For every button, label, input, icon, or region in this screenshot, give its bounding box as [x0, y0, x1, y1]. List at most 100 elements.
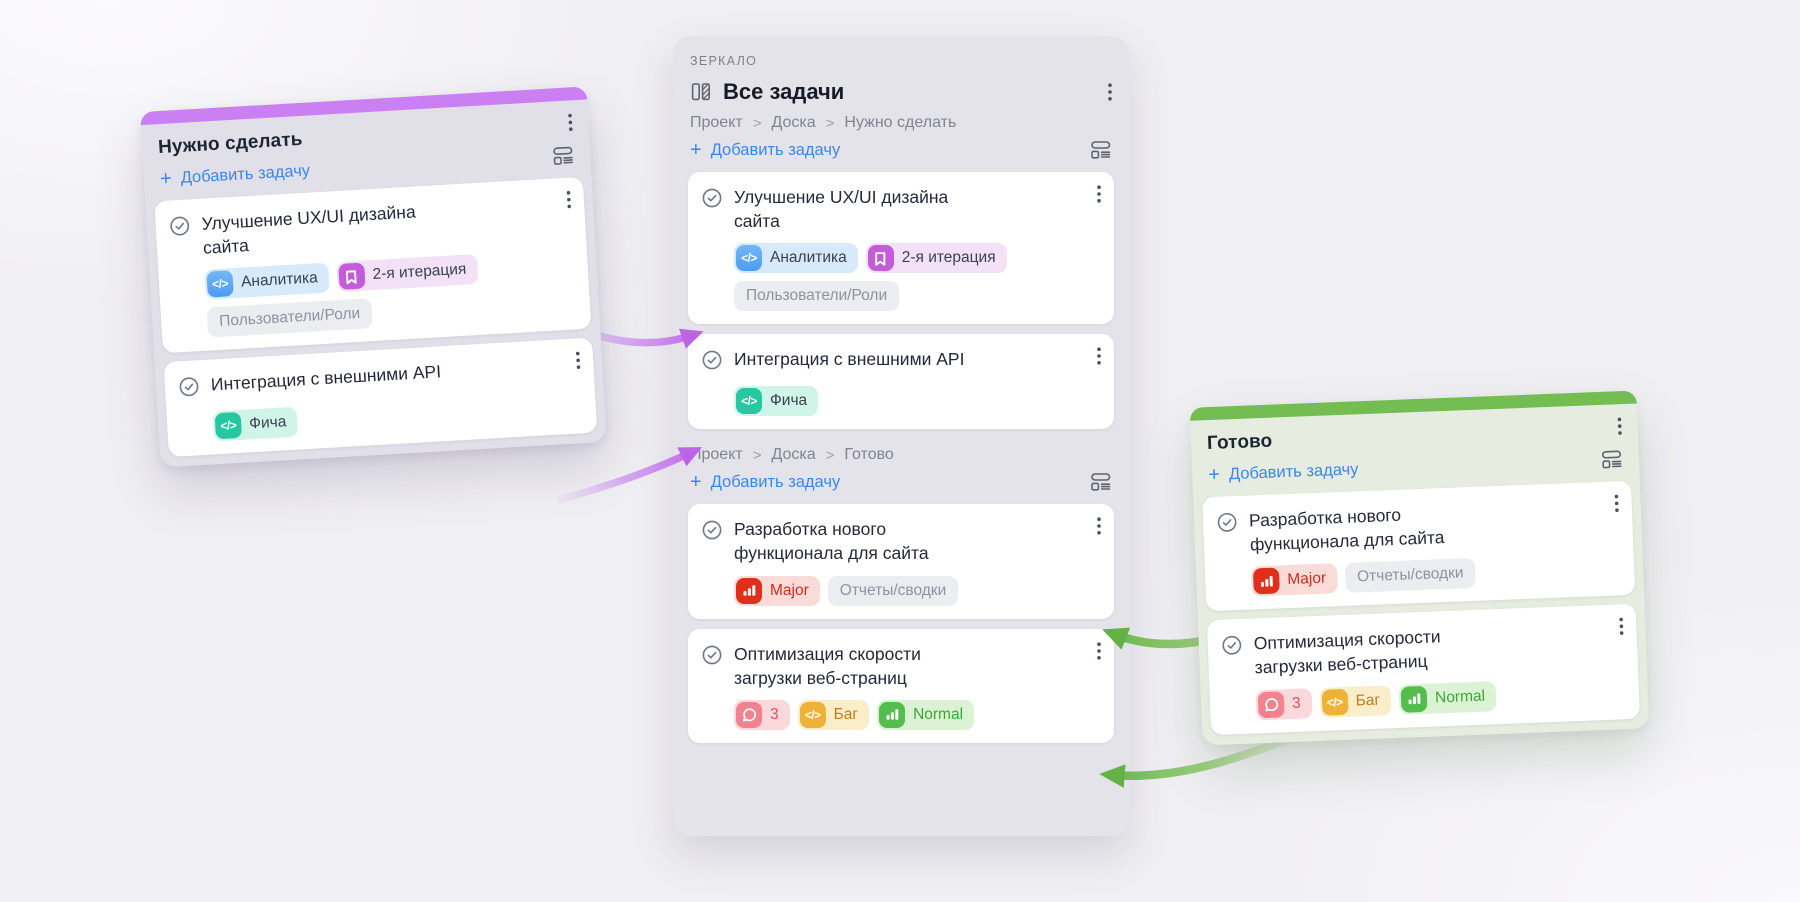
- check-icon[interactable]: [168, 214, 192, 242]
- more-icon[interactable]: [1108, 83, 1112, 101]
- code-icon: </>: [1321, 688, 1349, 716]
- plus-icon: +: [690, 471, 702, 494]
- breadcrumb-project[interactable]: Проект: [690, 446, 743, 464]
- code-icon: </>: [736, 245, 762, 272]
- tag-priority-major: Major: [1250, 563, 1338, 597]
- breadcrumb-project[interactable]: Проект: [690, 114, 743, 131]
- tag-bug: </> Баг: [1319, 684, 1392, 718]
- bookmark-icon: [337, 262, 366, 291]
- task-title: Улучшение UX/UI дизайна сайта: [734, 187, 949, 232]
- column-done-title: Готово: [1206, 430, 1273, 455]
- task-card[interactable]: Разработка нового функционала для сайта …: [688, 504, 1114, 619]
- breadcrumb-board[interactable]: Доска: [771, 114, 816, 131]
- check-icon[interactable]: [177, 375, 201, 403]
- task-card[interactable]: Разработка нового функционала для сайта …: [1202, 480, 1636, 612]
- tag-bug: </> Баг: [797, 699, 870, 730]
- task-title: Разработка нового функционала для сайта: [1248, 504, 1445, 555]
- check-icon[interactable]: [1216, 511, 1239, 539]
- task-title: Оптимизация скорости загрузки веб-страни…: [734, 643, 921, 688]
- add-task-button[interactable]: + Добавить задачу: [159, 160, 311, 191]
- chevron-right-icon: >: [825, 446, 835, 464]
- code-icon: </>: [799, 701, 826, 728]
- tag-iteration: 2-я итерация: [335, 254, 479, 293]
- task-card[interactable]: Улучшение UX/UI дизайна сайта </> Аналити…: [154, 176, 592, 354]
- code-icon: </>: [206, 270, 234, 298]
- task-card[interactable]: Интеграция с внешними API </> Фича: [163, 337, 598, 458]
- bars-icon: [736, 577, 762, 604]
- more-icon[interactable]: [1097, 641, 1101, 660]
- task-title: Интеграция с внешними API: [734, 349, 965, 370]
- column-done: Готово + Добавить задачу Разработка новог…: [1189, 390, 1650, 746]
- more-icon[interactable]: [1097, 185, 1101, 203]
- more-icon[interactable]: [1097, 347, 1101, 365]
- dense-view-icon[interactable]: [1601, 448, 1624, 471]
- bars-icon: [1252, 567, 1280, 595]
- column-todo: Нужно сделать + Добавить задачу Улучшение…: [140, 86, 607, 468]
- check-icon[interactable]: [701, 644, 723, 671]
- tag-feature: </> Фича: [734, 386, 819, 417]
- add-task-button[interactable]: + Добавить задачу: [690, 139, 841, 161]
- more-icon[interactable]: [1614, 494, 1619, 513]
- breadcrumb: Проект > Доска > Нужно сделать: [690, 114, 1112, 132]
- task-title: Интеграция с внешними API: [210, 361, 442, 395]
- green-arrow-bottom: [1099, 733, 1295, 788]
- dense-view-icon[interactable]: [1090, 471, 1112, 493]
- tag-iteration: 2-я итерация: [865, 243, 1007, 274]
- dense-view-icon[interactable]: [1090, 139, 1112, 161]
- mirror-icon: [690, 81, 712, 103]
- breadcrumb-column[interactable]: Нужно сделать: [844, 114, 957, 131]
- more-icon[interactable]: [575, 351, 581, 370]
- tag-feature: </> Фича: [212, 406, 299, 442]
- breadcrumb-column[interactable]: Готово: [844, 446, 894, 464]
- tag-priority-normal: Normal: [877, 699, 975, 730]
- add-task-button[interactable]: + Добавить задачу: [690, 471, 841, 494]
- more-icon[interactable]: [566, 190, 572, 209]
- task-title: Разработка нового функционала для сайта: [734, 519, 929, 564]
- bars-icon: [879, 701, 906, 728]
- tag-priority-major: Major: [734, 575, 820, 606]
- tag-reports: Отчеты/сводки: [1344, 558, 1477, 594]
- plus-icon: +: [1207, 463, 1221, 487]
- chat-icon: [1257, 690, 1285, 718]
- check-icon[interactable]: [701, 187, 723, 214]
- code-icon: </>: [214, 412, 243, 440]
- plus-icon: +: [159, 167, 173, 191]
- check-icon[interactable]: [1220, 634, 1243, 662]
- tag-reports: Отчеты/сводки: [827, 575, 959, 606]
- dense-view-icon[interactable]: [552, 144, 575, 167]
- tag-users-roles: Пользователи/Роли: [734, 281, 900, 312]
- check-icon[interactable]: [701, 519, 723, 546]
- add-task-button[interactable]: + Добавить задачу: [1207, 459, 1359, 487]
- mirror-title: Все задачи: [723, 79, 845, 104]
- check-icon[interactable]: [701, 349, 723, 376]
- task-card[interactable]: Оптимизация скорости загрузки веб-страни…: [688, 628, 1114, 743]
- task-card[interactable]: Интеграция с внешними API </> Фича: [688, 334, 1114, 430]
- breadcrumb-board[interactable]: Доска: [771, 446, 816, 464]
- chevron-right-icon: >: [752, 114, 762, 132]
- tag-analytics: </> Аналитика: [734, 243, 858, 274]
- breadcrumb: Проект > Доска > Готово: [690, 446, 1112, 464]
- code-icon: </>: [736, 388, 762, 415]
- plus-icon: +: [690, 139, 702, 161]
- task-card[interactable]: Оптимизация скорости загрузки веб-страни…: [1206, 604, 1640, 735]
- tag-comments-count: 3: [734, 699, 790, 730]
- more-icon[interactable]: [568, 113, 573, 132]
- tag-users-roles: Пользователи/Роли: [206, 298, 374, 338]
- task-title: Улучшение UX/UI дизайна сайта: [201, 201, 417, 258]
- chevron-right-icon: >: [825, 114, 835, 132]
- tag-priority-normal: Normal: [1398, 680, 1497, 715]
- column-todo-title: Нужно сделать: [157, 128, 304, 159]
- more-icon[interactable]: [1619, 617, 1624, 636]
- task-card[interactable]: Улучшение UX/UI дизайна сайта </> Аналити…: [688, 172, 1114, 325]
- bookmark-icon: [867, 245, 894, 272]
- mirror-overline: ЗЕРКАЛО: [690, 54, 758, 68]
- bars-icon: [1400, 685, 1428, 713]
- task-title: Оптимизация скорости загрузки веб-страни…: [1253, 626, 1441, 678]
- more-icon[interactable]: [1617, 417, 1622, 435]
- tag-analytics: </> Аналитика: [204, 262, 330, 300]
- column-mirror: ЗЕРКАЛО Все задачи Проект > Доска > Нужн…: [673, 36, 1129, 836]
- more-icon[interactable]: [1097, 517, 1101, 535]
- tag-comments-count: 3: [1255, 687, 1313, 720]
- chevron-right-icon: >: [752, 446, 762, 464]
- chat-icon: [736, 701, 762, 728]
